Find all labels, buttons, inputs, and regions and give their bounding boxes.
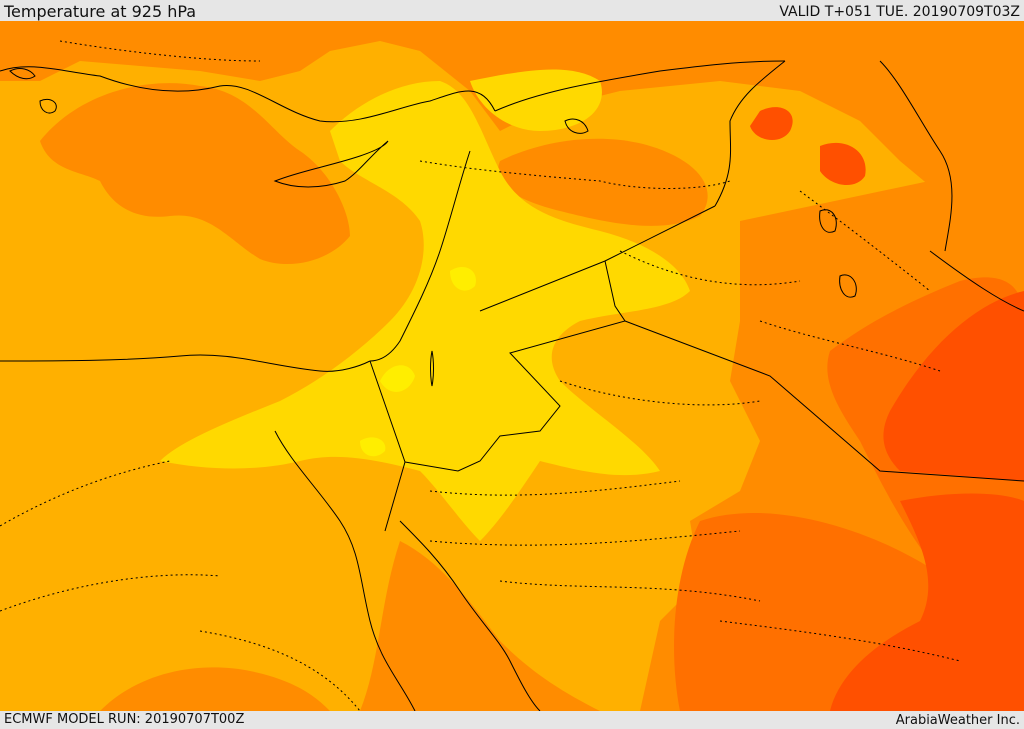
map-canvas bbox=[0, 21, 1024, 711]
temperature-field-red-east bbox=[883, 291, 1024, 481]
temperature-field-orange-se bbox=[100, 667, 330, 711]
temperature-field-orange-sw bbox=[360, 541, 600, 711]
temperature-map[interactable] bbox=[0, 21, 1024, 711]
credit-label: ArabiaWeather Inc. bbox=[895, 713, 1020, 728]
temperature-field-red-south bbox=[830, 493, 1024, 711]
country-borders bbox=[0, 60, 1024, 711]
model-run-label: ECMWF MODEL RUN: 20190707T00Z bbox=[4, 712, 245, 727]
temperature-field-light-yellow bbox=[360, 266, 476, 457]
temperature-field-yellow-north bbox=[470, 69, 602, 131]
province-borders bbox=[0, 40, 961, 711]
header-bar: Temperature at 925 hPa VALID T+051 TUE. … bbox=[0, 0, 1024, 21]
temperature-field-orange-center bbox=[498, 138, 708, 226]
footer-bar: ECMWF MODEL RUN: 20190707T00Z ArabiaWeat… bbox=[0, 711, 1024, 729]
valid-time: VALID T+051 TUE. 20190709T03Z bbox=[779, 4, 1020, 20]
temperature-field-yellow-levant bbox=[160, 81, 690, 541]
temperature-field-orange-sea bbox=[40, 83, 350, 265]
temperature-field-red-north bbox=[750, 107, 866, 186]
map-title: Temperature at 925 hPa bbox=[4, 2, 197, 21]
